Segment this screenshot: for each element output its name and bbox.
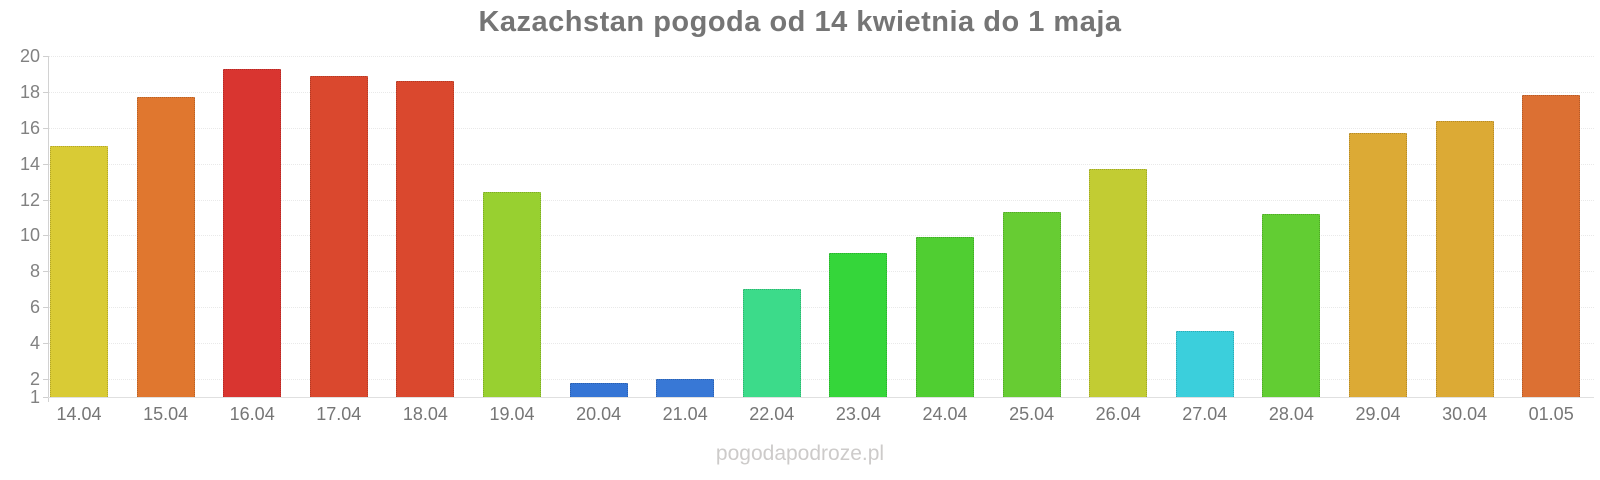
bar — [50, 145, 108, 397]
x-tick-label: 01.05 — [1528, 404, 1574, 424]
bar — [916, 237, 974, 397]
gridline — [48, 343, 1594, 345]
bar — [1262, 213, 1321, 397]
x-tick-label: 23.04 — [835, 404, 881, 424]
y-tick-mark — [43, 271, 48, 273]
gridline — [48, 91, 1594, 93]
y-tick-mark — [43, 343, 48, 345]
y-tick-mark — [43, 379, 48, 381]
gridline — [48, 271, 1594, 273]
gridline — [48, 307, 1594, 309]
x-tick-label: 19.04 — [489, 404, 535, 424]
x-tick-label: 17.04 — [316, 404, 362, 424]
y-tick-label: 16 — [19, 117, 40, 138]
x-tick-label: 15.04 — [143, 404, 189, 424]
y-tick-mark — [43, 397, 48, 398]
bar — [1522, 95, 1581, 397]
y-tick-mark — [43, 199, 48, 201]
y-tick-label: 6 — [29, 297, 40, 318]
bar — [569, 382, 628, 397]
y-tick-label: 4 — [29, 333, 40, 354]
y-tick-label: 20 — [19, 46, 40, 66]
x-tick-label: 24.04 — [922, 404, 968, 424]
y-tick-mark — [43, 235, 48, 237]
x-tick-label: 30.04 — [1442, 404, 1488, 424]
x-axis-line — [48, 397, 1594, 398]
bar — [396, 81, 455, 397]
bar — [1175, 330, 1234, 397]
gridline — [48, 163, 1594, 165]
bar — [223, 68, 282, 397]
bar — [136, 97, 195, 397]
y-tick-mark — [43, 127, 48, 129]
y-tick-label: 18 — [19, 81, 40, 102]
x-tick-label: 22.04 — [749, 404, 795, 424]
y-tick-label: 10 — [19, 225, 40, 246]
bar — [1349, 133, 1407, 397]
x-tick-label: 29.04 — [1355, 404, 1401, 424]
x-tick-label: 28.04 — [1268, 404, 1314, 424]
bar — [309, 75, 368, 397]
gridline — [48, 127, 1594, 129]
bar — [1002, 212, 1061, 397]
bar — [483, 192, 541, 397]
y-tick-label: 1 — [29, 387, 40, 407]
x-tick-label: 21.04 — [662, 404, 708, 424]
gridline — [48, 199, 1594, 201]
x-tick-label: 26.04 — [1095, 404, 1141, 424]
y-tick-label: 12 — [19, 189, 40, 210]
bar — [742, 289, 801, 397]
bar — [656, 379, 715, 397]
y-tick-mark — [43, 163, 48, 165]
bar — [1089, 169, 1148, 397]
bar — [829, 253, 888, 397]
x-tick-label: 18.04 — [402, 404, 448, 424]
chart-title: Kazachstan pogoda od 14 kwietnia do 1 ma… — [478, 6, 1122, 38]
y-tick-label: 14 — [19, 153, 40, 174]
x-tick-label: 20.04 — [576, 404, 622, 424]
x-tick-label: 16.04 — [229, 404, 275, 424]
y-tick-label: 8 — [29, 261, 40, 282]
y-tick-mark — [43, 307, 48, 309]
y-tick-mark — [43, 91, 48, 93]
watermark: pogodapodroze.pl — [715, 442, 885, 465]
y-axis-line — [48, 56, 49, 402]
gridline — [48, 235, 1594, 237]
x-tick-label: 14.04 — [56, 404, 102, 424]
gridline — [48, 56, 1594, 57]
bar — [1435, 120, 1494, 397]
x-tick-label: 27.04 — [1182, 404, 1228, 424]
gridline — [48, 379, 1594, 381]
x-tick-label: 25.04 — [1009, 404, 1055, 424]
y-tick-mark — [43, 56, 48, 57]
y-tick-label: 2 — [29, 369, 40, 390]
